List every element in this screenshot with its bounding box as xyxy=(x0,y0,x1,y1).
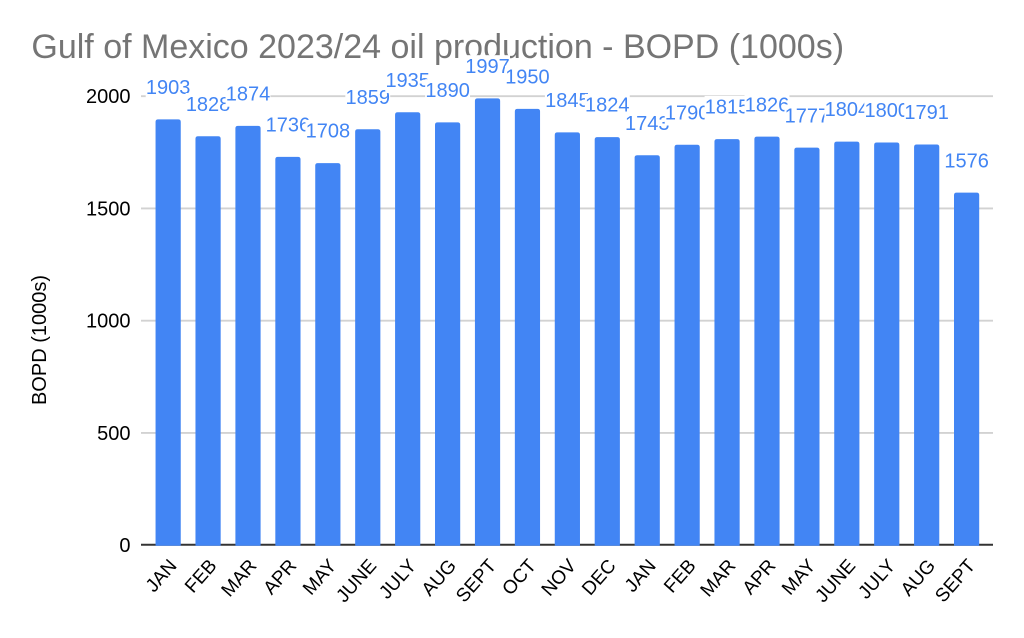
svg-text:1736: 1736 xyxy=(266,114,311,136)
svg-text:500: 500 xyxy=(97,423,130,445)
svg-text:1777: 1777 xyxy=(785,105,830,127)
svg-text:1903: 1903 xyxy=(146,77,191,99)
svg-text:0: 0 xyxy=(119,535,130,557)
svg-text:BOPD (1000s): BOPD (1000s) xyxy=(29,275,51,405)
svg-text:1000: 1000 xyxy=(86,311,131,333)
svg-text:1708: 1708 xyxy=(306,121,351,143)
svg-text:1826: 1826 xyxy=(745,94,790,116)
svg-text:1859: 1859 xyxy=(346,87,391,109)
svg-text:1576: 1576 xyxy=(944,150,989,172)
svg-text:1743: 1743 xyxy=(625,113,670,135)
svg-text:1935: 1935 xyxy=(385,70,430,92)
svg-text:1791: 1791 xyxy=(904,102,949,124)
svg-text:1874: 1874 xyxy=(226,84,271,106)
svg-text:Gulf of Mexico 2023/24 oil pro: Gulf of Mexico 2023/24 oil production - … xyxy=(31,28,844,66)
svg-text:1828: 1828 xyxy=(186,94,231,116)
svg-text:1950: 1950 xyxy=(505,67,550,89)
svg-text:1815: 1815 xyxy=(705,97,750,119)
svg-text:1824: 1824 xyxy=(585,95,630,117)
svg-text:1997: 1997 xyxy=(465,56,510,78)
svg-text:1845: 1845 xyxy=(545,90,590,112)
svg-text:1804: 1804 xyxy=(825,99,870,121)
svg-text:2000: 2000 xyxy=(86,86,131,108)
svg-text:1790: 1790 xyxy=(665,102,710,124)
svg-text:1890: 1890 xyxy=(425,80,470,102)
svg-text:1500: 1500 xyxy=(86,198,131,220)
svg-text:1800: 1800 xyxy=(865,100,910,122)
